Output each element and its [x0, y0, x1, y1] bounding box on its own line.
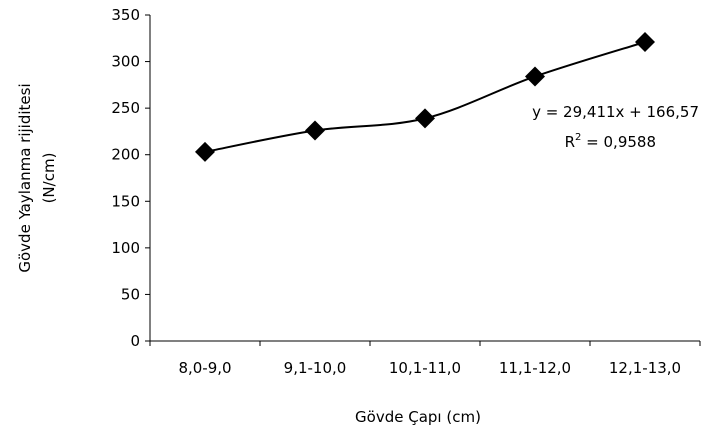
- data-point-marker: [195, 141, 215, 162]
- r-squared-exponent: 2: [575, 132, 581, 143]
- r-squared-label: R2 = 0,9588: [565, 132, 656, 151]
- y-tick-label: 350: [111, 6, 140, 24]
- x-axis-ticks: 8,0-9,0 9,1-10,0 10,1-11,0 11,1-12,0 12,1-13…: [149, 341, 701, 377]
- r-squared-prefix: R: [565, 133, 575, 151]
- y-tick-label: 0: [130, 332, 140, 350]
- x-tick-label: 11,1-12,0: [499, 359, 571, 377]
- y-tick-label: 100: [111, 239, 140, 257]
- y-tick-label: 200: [111, 146, 140, 164]
- data-point-marker: [525, 66, 545, 87]
- y-tick-label: 250: [111, 99, 140, 117]
- y-axis-title-line2: (N/cm): [40, 153, 58, 204]
- y-axis-title-line1: Gövde Yaylanma rijiditesi: [16, 83, 34, 272]
- x-tick-label: 8,0-9,0: [178, 359, 231, 377]
- data-point-marker: [635, 32, 655, 53]
- trendline-equation: y = 29,411x + 166,57: [532, 103, 699, 121]
- x-axis-title: Gövde Çapı (cm): [355, 408, 481, 426]
- y-tick-label: 150: [111, 192, 140, 210]
- series-markers: [195, 32, 655, 162]
- data-point-marker: [305, 120, 325, 141]
- x-tick-label: 9,1-10,0: [284, 359, 347, 377]
- x-tick-label: 12,1-13,0: [609, 359, 681, 377]
- r-squared-value: = 0,9588: [581, 133, 656, 151]
- y-tick-label: 300: [111, 53, 140, 71]
- y-axis-ticks: 0 50 100 150 200 250 300 350: [111, 6, 150, 350]
- y-tick-label: 50: [121, 285, 140, 303]
- x-tick-label: 10,1-11,0: [389, 359, 461, 377]
- data-point-marker: [415, 108, 435, 129]
